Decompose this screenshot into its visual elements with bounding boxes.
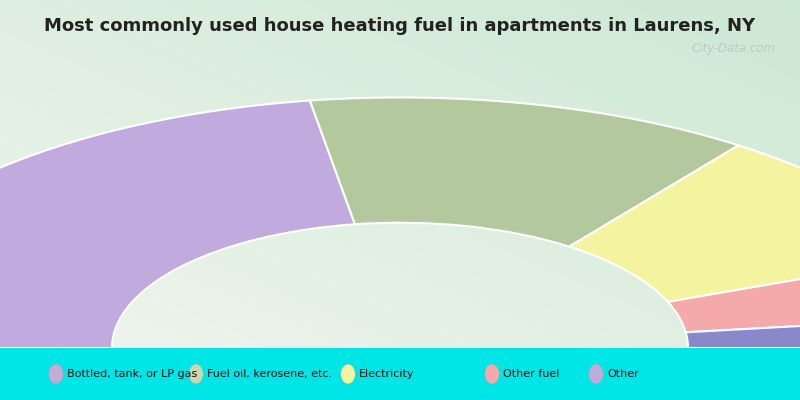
Text: Bottled, tank, or LP gas: Bottled, tank, or LP gas bbox=[67, 369, 198, 379]
Wedge shape bbox=[668, 256, 800, 332]
Ellipse shape bbox=[341, 364, 355, 384]
Wedge shape bbox=[0, 100, 355, 348]
Wedge shape bbox=[686, 316, 800, 348]
Ellipse shape bbox=[49, 364, 63, 384]
Text: Other fuel: Other fuel bbox=[503, 369, 559, 379]
Text: Fuel oil, kerosene, etc.: Fuel oil, kerosene, etc. bbox=[207, 369, 332, 379]
Wedge shape bbox=[310, 98, 738, 247]
Text: Other: Other bbox=[607, 369, 639, 379]
Wedge shape bbox=[570, 145, 800, 302]
Text: Most commonly used house heating fuel in apartments in Laurens, NY: Most commonly used house heating fuel in… bbox=[45, 18, 755, 36]
Text: City-Data.com: City-Data.com bbox=[692, 42, 776, 55]
Ellipse shape bbox=[485, 364, 499, 384]
Ellipse shape bbox=[589, 364, 603, 384]
Ellipse shape bbox=[189, 364, 203, 384]
Text: Electricity: Electricity bbox=[359, 369, 414, 379]
